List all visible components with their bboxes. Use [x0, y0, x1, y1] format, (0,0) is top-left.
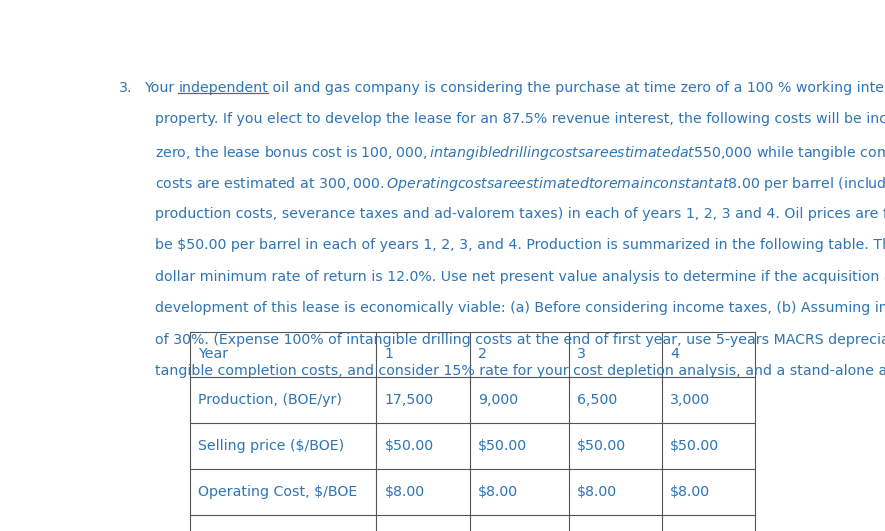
Text: $8.00: $8.00: [384, 485, 425, 499]
Text: Your: Your: [143, 81, 178, 95]
Text: of 30%. (Expense 100% of intangible drilling costs at the end of first year, use: of 30%. (Expense 100% of intangible dril…: [155, 333, 885, 347]
Text: $8.00: $8.00: [670, 485, 711, 499]
Text: 3,000: 3,000: [670, 393, 711, 407]
Text: Production, (BOE/yr): Production, (BOE/yr): [197, 393, 342, 407]
Text: 4: 4: [670, 347, 679, 362]
Text: $50.00: $50.00: [384, 439, 434, 453]
Text: development of this lease is economically viable: (a) Before considering income : development of this lease is economicall…: [155, 301, 885, 315]
Text: $50.00: $50.00: [670, 439, 720, 453]
Text: Year: Year: [197, 347, 227, 362]
Text: 2: 2: [478, 347, 487, 362]
Text: 6,500: 6,500: [577, 393, 617, 407]
Text: production costs, severance taxes and ad-valorem taxes) in each of years 1, 2, 3: production costs, severance taxes and ad…: [155, 207, 885, 221]
Text: 17,500: 17,500: [384, 393, 434, 407]
Text: $8.00: $8.00: [577, 485, 617, 499]
Text: 1: 1: [384, 347, 393, 362]
Text: $8.00: $8.00: [478, 485, 518, 499]
Text: 9,000: 9,000: [478, 393, 518, 407]
Text: $50.00: $50.00: [478, 439, 527, 453]
Text: Operating Cost, $/BOE: Operating Cost, $/BOE: [197, 485, 357, 499]
Text: Selling price ($/BOE): Selling price ($/BOE): [197, 439, 344, 453]
Text: independent: independent: [178, 81, 268, 95]
Text: oil and gas company is considering the purchase at time zero of a 100 % working : oil and gas company is considering the p…: [268, 81, 885, 95]
Text: 3: 3: [577, 347, 586, 362]
Text: tangible completion costs, and consider 15% rate for your cost depletion analysi: tangible completion costs, and consider …: [155, 364, 885, 378]
Text: property. If you elect to develop the lease for an 87.5% revenue interest, the f: property. If you elect to develop the le…: [155, 113, 885, 126]
Text: 3.: 3.: [119, 81, 133, 95]
Text: zero, the lease bonus cost is $100,000, intangible drilling costs are estimated : zero, the lease bonus cost is $100,000, …: [155, 144, 885, 162]
Text: dollar minimum rate of return is 12.0%. Use net present value analysis to determ: dollar minimum rate of return is 12.0%. …: [155, 270, 885, 284]
Text: be $50.00 per barrel in each of years 1, 2, 3, and 4. Production is summarized i: be $50.00 per barrel in each of years 1,…: [155, 238, 885, 252]
Text: $50.00: $50.00: [577, 439, 626, 453]
Text: costs are estimated at $300,000. Operating costs are estimated to remain constan: costs are estimated at $300,000. Operati…: [155, 175, 885, 193]
